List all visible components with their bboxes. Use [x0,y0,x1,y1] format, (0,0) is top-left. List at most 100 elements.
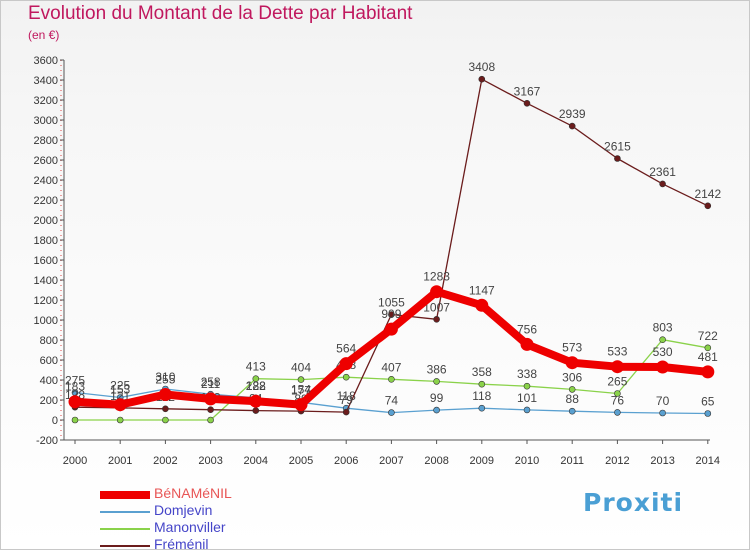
data-label-domjevin: 310 [155,370,175,384]
data-label-benamenil: 909 [381,307,401,321]
data-point-benamenil [249,394,263,408]
data-label-domjevin: 275 [65,374,85,388]
y-tick-label: 200 [40,395,58,407]
data-label-benamenil: 564 [336,342,356,356]
data-label-benamenil: 530 [653,345,673,359]
data-point-benamenil [339,357,353,371]
y-tick-label: 2800 [34,135,58,147]
data-label-benamenil: 573 [562,341,582,355]
data-label-domjevin: 258 [201,375,221,389]
data-point-benamenil [520,337,534,351]
data-label-domjevin: 225 [110,379,130,393]
y-tick-label: 2400 [34,175,58,187]
data-point-fremenil [659,180,666,188]
data-point-manonviller [207,416,214,424]
y-tick-label: -200 [36,435,58,447]
data-label-domjevin: 118 [337,389,356,403]
x-tick-label: 2009 [470,455,494,467]
data-point-fremenil [162,405,169,413]
data-point-benamenil [294,398,308,412]
data-point-fremenil [478,75,486,83]
data-label-benamenil: 153 [110,383,130,397]
legend-label: Fréménil [154,536,209,552]
data-label-benamenil: 154 [291,383,311,397]
data-point-manonviller [116,416,124,424]
data-label-manonviller: 722 [698,329,718,343]
y-tick-label: 3400 [34,75,58,87]
data-point-benamenil [68,395,82,409]
data-point-domjevin [433,406,440,414]
data-point-benamenil [204,392,218,406]
data-label-benamenil: 255 [155,373,175,387]
data-point-manonviller [568,386,576,393]
data-label-fremenil: 79 [340,393,354,407]
data-point-manonviller [523,382,531,390]
data-point-manonviller [704,344,712,352]
y-tick-label: 400 [40,375,58,387]
x-tick-label: 2013 [650,455,674,467]
y-tick-label: 1800 [34,235,58,247]
data-point-domjevin [659,409,666,417]
legend-swatch [100,491,150,499]
x-tick-label: 2001 [108,455,132,467]
data-point-domjevin [704,410,712,417]
y-tick-label: 1200 [34,295,58,307]
data-point-domjevin [568,407,576,415]
data-point-domjevin [478,404,486,412]
x-tick-label: 2003 [198,455,222,467]
data-label-manonviller: 358 [472,365,492,379]
x-tick-label: 2012 [605,455,629,467]
legend-label: Domjevin [154,502,213,518]
data-point-benamenil [384,322,398,336]
data-label-manonviller: 803 [653,321,673,335]
data-label-manonviller: 306 [562,370,582,384]
y-tick-label: 2200 [34,195,58,207]
data-point-manonviller [252,375,260,383]
y-tick-label: 1000 [34,315,58,327]
y-tick-label: 800 [40,335,58,347]
data-label-benamenil: 533 [607,345,627,359]
y-tick-label: 2000 [34,215,58,227]
data-point-manonviller [162,416,169,424]
data-point-manonviller [297,376,305,383]
x-tick-label: 2011 [560,455,584,467]
data-label-manonviller: 404 [291,361,311,375]
data-label-benamenil: 188 [246,379,266,393]
data-point-benamenil [701,365,715,379]
data-point-fremenil [568,122,576,130]
data-point-manonviller [71,416,79,424]
x-tick-label: 2000 [63,455,87,467]
data-point-manonviller [342,373,350,381]
data-point-benamenil [610,360,624,374]
data-label-fremenil: 2361 [649,165,676,179]
x-tick-label: 2002 [153,455,177,467]
data-label-manonviller: 386 [427,362,447,376]
x-tick-label: 2005 [289,455,313,467]
data-label-manonviller: 413 [246,360,266,374]
data-point-manonviller [614,390,621,397]
data-label-domjevin: 177 [291,383,311,397]
line-chart: -200 0 200 400 600 800 1000 1200 1400 1600 1800 200… [34,55,722,467]
data-point-domjevin [523,406,531,414]
data-label-domjevin: 222 [246,379,266,393]
data-label-domjevin: 99 [430,391,444,405]
x-tick-label: 2004 [244,455,268,467]
y-tick-label: 2600 [34,155,58,167]
data-point-manonviller [478,380,486,388]
data-label-manonviller: 407 [381,360,401,374]
y-tick-label: 3000 [34,115,58,127]
y-tick-label: 3200 [34,95,58,107]
legend-swatch [100,511,150,513]
x-tick-label: 2014 [696,455,720,467]
y-tick-label: 3600 [34,55,58,67]
data-point-manonviller [388,375,395,383]
data-point-benamenil [113,398,127,412]
y-tick-label: 600 [40,355,58,367]
data-label-manonviller: 265 [607,375,627,389]
data-label-fremenil: 1055 [378,296,405,310]
chart-title: Evolution du Montant de la Dette par Hab… [28,3,413,24]
data-point-benamenil [565,356,579,370]
data-label-benamenil: 211 [201,377,220,391]
data-label-domjevin: 74 [385,394,399,408]
